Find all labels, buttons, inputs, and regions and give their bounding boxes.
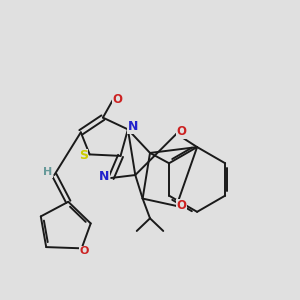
Text: N: N	[128, 120, 138, 133]
Text: O: O	[177, 125, 187, 138]
Text: O: O	[112, 93, 123, 106]
Text: S: S	[79, 149, 88, 162]
Text: O: O	[79, 246, 89, 256]
Text: O: O	[177, 200, 187, 212]
Text: N: N	[99, 170, 109, 183]
Text: H: H	[43, 167, 52, 177]
